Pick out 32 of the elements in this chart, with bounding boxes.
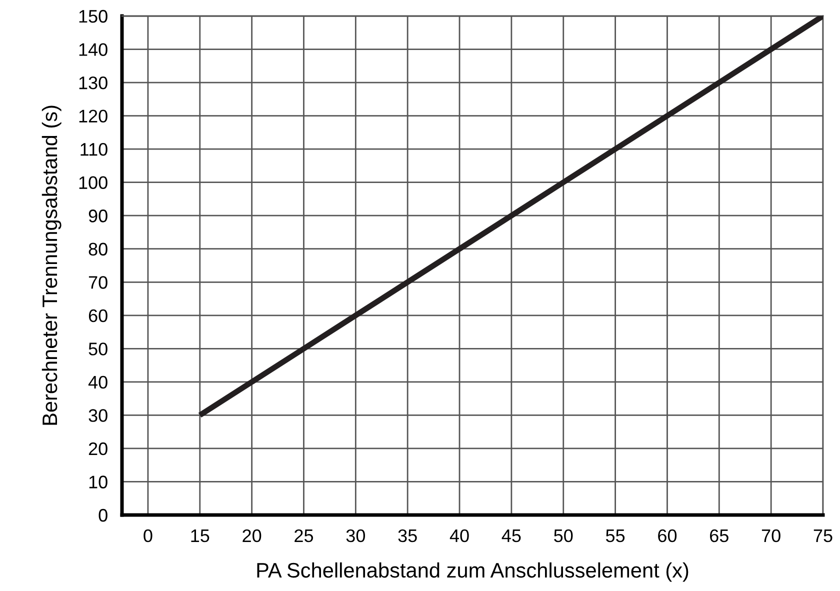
- y-tick-label: 20: [88, 442, 108, 456]
- y-tick-label: 120: [79, 110, 108, 123]
- x-tick-label: 60: [658, 529, 677, 542]
- y-tick-label: 0: [98, 508, 108, 522]
- x-tick-label: 20: [242, 529, 262, 542]
- y-tick-label: 10: [89, 476, 108, 488]
- x-tick-label: 50: [554, 529, 573, 542]
- x-tick-label: 35: [398, 529, 417, 542]
- y-tick-label: 140: [79, 43, 108, 56]
- y-tick-label: 80: [88, 242, 108, 256]
- y-tick-label: 100: [79, 176, 108, 190]
- x-tick-label: 70: [762, 529, 780, 542]
- x-tick-label: 65: [710, 529, 728, 542]
- x-axis-title: PA Schellenabstand zum Anschlusselement (x): [257, 562, 688, 582]
- x-tick-label: 15: [191, 530, 210, 542]
- y-axis-title: Berechneter Trennungsabstand (s): [42, 106, 62, 425]
- y-tick-label: 30: [88, 409, 108, 422]
- y-tick-label: 130: [79, 76, 108, 90]
- x-tick-label: 75: [814, 530, 832, 542]
- x-tick-label: 55: [606, 530, 625, 542]
- y-tick-label: 90: [88, 210, 108, 222]
- x-tick-label: 25: [294, 529, 314, 542]
- y-tick-label: 50: [88, 342, 108, 356]
- x-tick-label: 0: [144, 529, 152, 542]
- x-tick-label: 45: [502, 530, 521, 542]
- x-tick-label: 40: [450, 529, 469, 542]
- y-tick-label: 150: [79, 10, 108, 23]
- y-tick-label: 60: [88, 309, 108, 322]
- y-tick-label: 110: [80, 143, 108, 156]
- x-tick-label: 30: [346, 529, 366, 542]
- y-tick-label: 70: [88, 276, 108, 289]
- y-tick-label: 40: [88, 376, 108, 389]
